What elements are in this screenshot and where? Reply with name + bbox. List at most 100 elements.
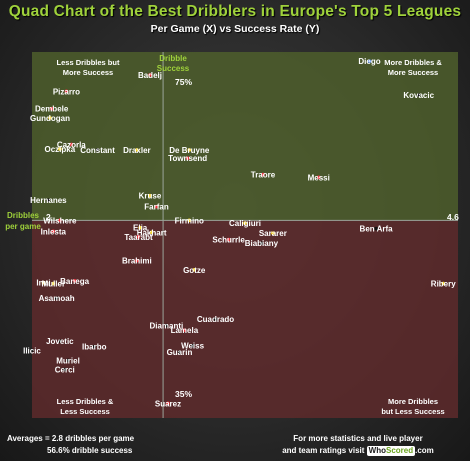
data-point-marker — [213, 317, 218, 321]
data-point-taarabt: Taarabt — [124, 233, 153, 242]
data-point-cazorla: Cazorla — [57, 140, 86, 149]
data-point-ilicic: Ilicic — [23, 346, 41, 355]
data-point-firmino: Firmino — [175, 216, 204, 225]
data-point-label: Caligiuri — [229, 219, 261, 228]
data-point-asamoah: Asamoah — [39, 294, 75, 303]
data-point-brahimi: Brahimi — [122, 257, 152, 266]
data-point-marker — [149, 230, 154, 235]
data-point-label: Cuadrado — [197, 315, 234, 324]
points-layer: Badelj Diego Kovacic Pizarro DembeleGundogan… — [23, 57, 456, 408]
data-point-marker — [138, 225, 142, 230]
data-point-label: Gundogan — [30, 114, 70, 123]
promo-line-2: and team ratings visit WhoScored .com — [252, 445, 464, 457]
data-point-label: Ben Arfa — [360, 225, 394, 234]
data-point-label: Pizarro — [53, 87, 80, 96]
data-point-marker — [243, 221, 247, 225]
data-point-kruse: Kruse — [139, 192, 162, 201]
quadrant-label-line: More Dribbles — [387, 397, 438, 406]
data-point-marker — [135, 148, 139, 152]
y-min-label: 35% — [175, 389, 192, 399]
data-point-marker — [135, 258, 139, 263]
data-point-townsend: Townsend — [168, 154, 207, 163]
y-axis-label-line2: Success — [157, 64, 190, 73]
data-point-caligiuri: Caligiuri — [229, 219, 261, 228]
data-point-inui: Inui — [36, 279, 50, 288]
data-point-label: Asamoah — [39, 294, 75, 303]
quadrant-bottom — [32, 220, 458, 418]
quadrant-label-line: Less Dribbles but — [56, 58, 120, 67]
data-point-label: De Bruyne — [169, 146, 210, 155]
chart-subtitle: Per Game (X) vs Success Rate (Y) — [150, 23, 320, 35]
data-point-label: Brahimi — [122, 257, 152, 266]
data-point-marker — [62, 367, 67, 372]
quadrant-label-line: More Success — [387, 68, 439, 77]
data-point-label: Oczipka — [45, 145, 76, 154]
data-point-marker — [177, 350, 182, 354]
data-point-marker — [49, 106, 54, 111]
data-point-biabiany: Biabiany — [245, 239, 279, 248]
data-point-label: Sararer — [259, 229, 287, 238]
data-point-marker — [261, 172, 265, 177]
data-point-label: Kruse — [139, 192, 162, 201]
data-point-gundogan: Gundogan — [30, 114, 70, 123]
data-point-label: Hernanes — [30, 196, 67, 205]
data-point-marker — [92, 344, 97, 349]
data-point-messi: Messi — [308, 173, 330, 182]
x-min-label: 2 — [46, 212, 51, 222]
data-point-label: Gotze — [183, 266, 206, 275]
data-point-weiss: Weiss — [181, 342, 205, 351]
data-point-label: Ilicic — [23, 346, 41, 355]
data-point-marker — [164, 323, 169, 328]
data-point-label: Draxler — [123, 146, 151, 155]
averages-line-2: 56.6% dribble success — [47, 446, 133, 455]
data-point-marker — [136, 235, 141, 239]
data-point-marker — [41, 280, 46, 285]
data-point-label: Diamanti — [149, 322, 183, 331]
data-point-marker — [64, 89, 69, 94]
x-axis-label-line1: Dribbles — [7, 211, 40, 220]
data-point-marker — [54, 296, 59, 300]
quadrant-label-line: but Less Success — [381, 407, 445, 416]
data-point-wilshere: Wilshere — [43, 216, 77, 225]
quadrant-label-line: Less Dribbles & — [56, 397, 114, 406]
chart-title: Quad Chart of the Best Dribblers in Euro… — [8, 3, 462, 20]
data-point-marker — [441, 281, 446, 286]
data-point-marker — [46, 198, 51, 203]
quadrant-label-bottom-right: More Dribbles but Less Success — [358, 397, 468, 417]
data-point-label: Banega — [60, 277, 89, 286]
data-point-marker — [367, 59, 372, 63]
data-point-gotze: Gotze — [183, 266, 206, 275]
data-point-cerci: Cerci — [55, 366, 75, 375]
data-point-constant: Constant — [80, 146, 115, 155]
data-point-label: Inui — [36, 279, 50, 288]
quadrant-label-top-right: More Dribbles & More Success — [358, 58, 468, 78]
data-point-label: Jovetic — [46, 337, 74, 346]
whoscored-logo[interactable]: WhoScored — [366, 446, 416, 456]
data-point-label: Kovacic — [403, 91, 434, 100]
data-point-schurrle: Schurrle — [212, 236, 245, 245]
data-point-label: Muriel — [56, 356, 80, 365]
data-point-ben-arfa: Ben Arfa — [360, 225, 394, 234]
quadrant-label-top-left: Less Dribbles but More Success — [33, 58, 143, 78]
data-point-pizarro: Pizarro — [53, 87, 80, 96]
data-point-traore: Traore — [251, 171, 276, 180]
promo-text: and team ratings visit — [282, 446, 365, 455]
data-point-label: Townsend — [168, 154, 207, 163]
data-point-suarez: Suarez — [155, 399, 181, 408]
data-point-marker — [30, 348, 34, 353]
data-point-muriel: Muriel — [56, 356, 80, 365]
brand-who: Who — [368, 446, 386, 455]
data-point-marker — [58, 147, 62, 151]
data-point-label: Dembele — [35, 105, 69, 114]
x-axis-label-line2: per game — [5, 222, 41, 231]
data-point-marker — [69, 142, 74, 147]
data-point-hernanes: Hernanes — [30, 196, 67, 205]
data-point-marker — [51, 229, 56, 234]
data-point-inlesta: Inlesta — [41, 227, 67, 236]
quadrant-label-line: More Dribbles & — [384, 58, 442, 67]
data-point-label: Guarin — [167, 348, 193, 357]
data-point-label: Hakhart — [137, 228, 167, 237]
data-point-marker — [187, 218, 192, 223]
